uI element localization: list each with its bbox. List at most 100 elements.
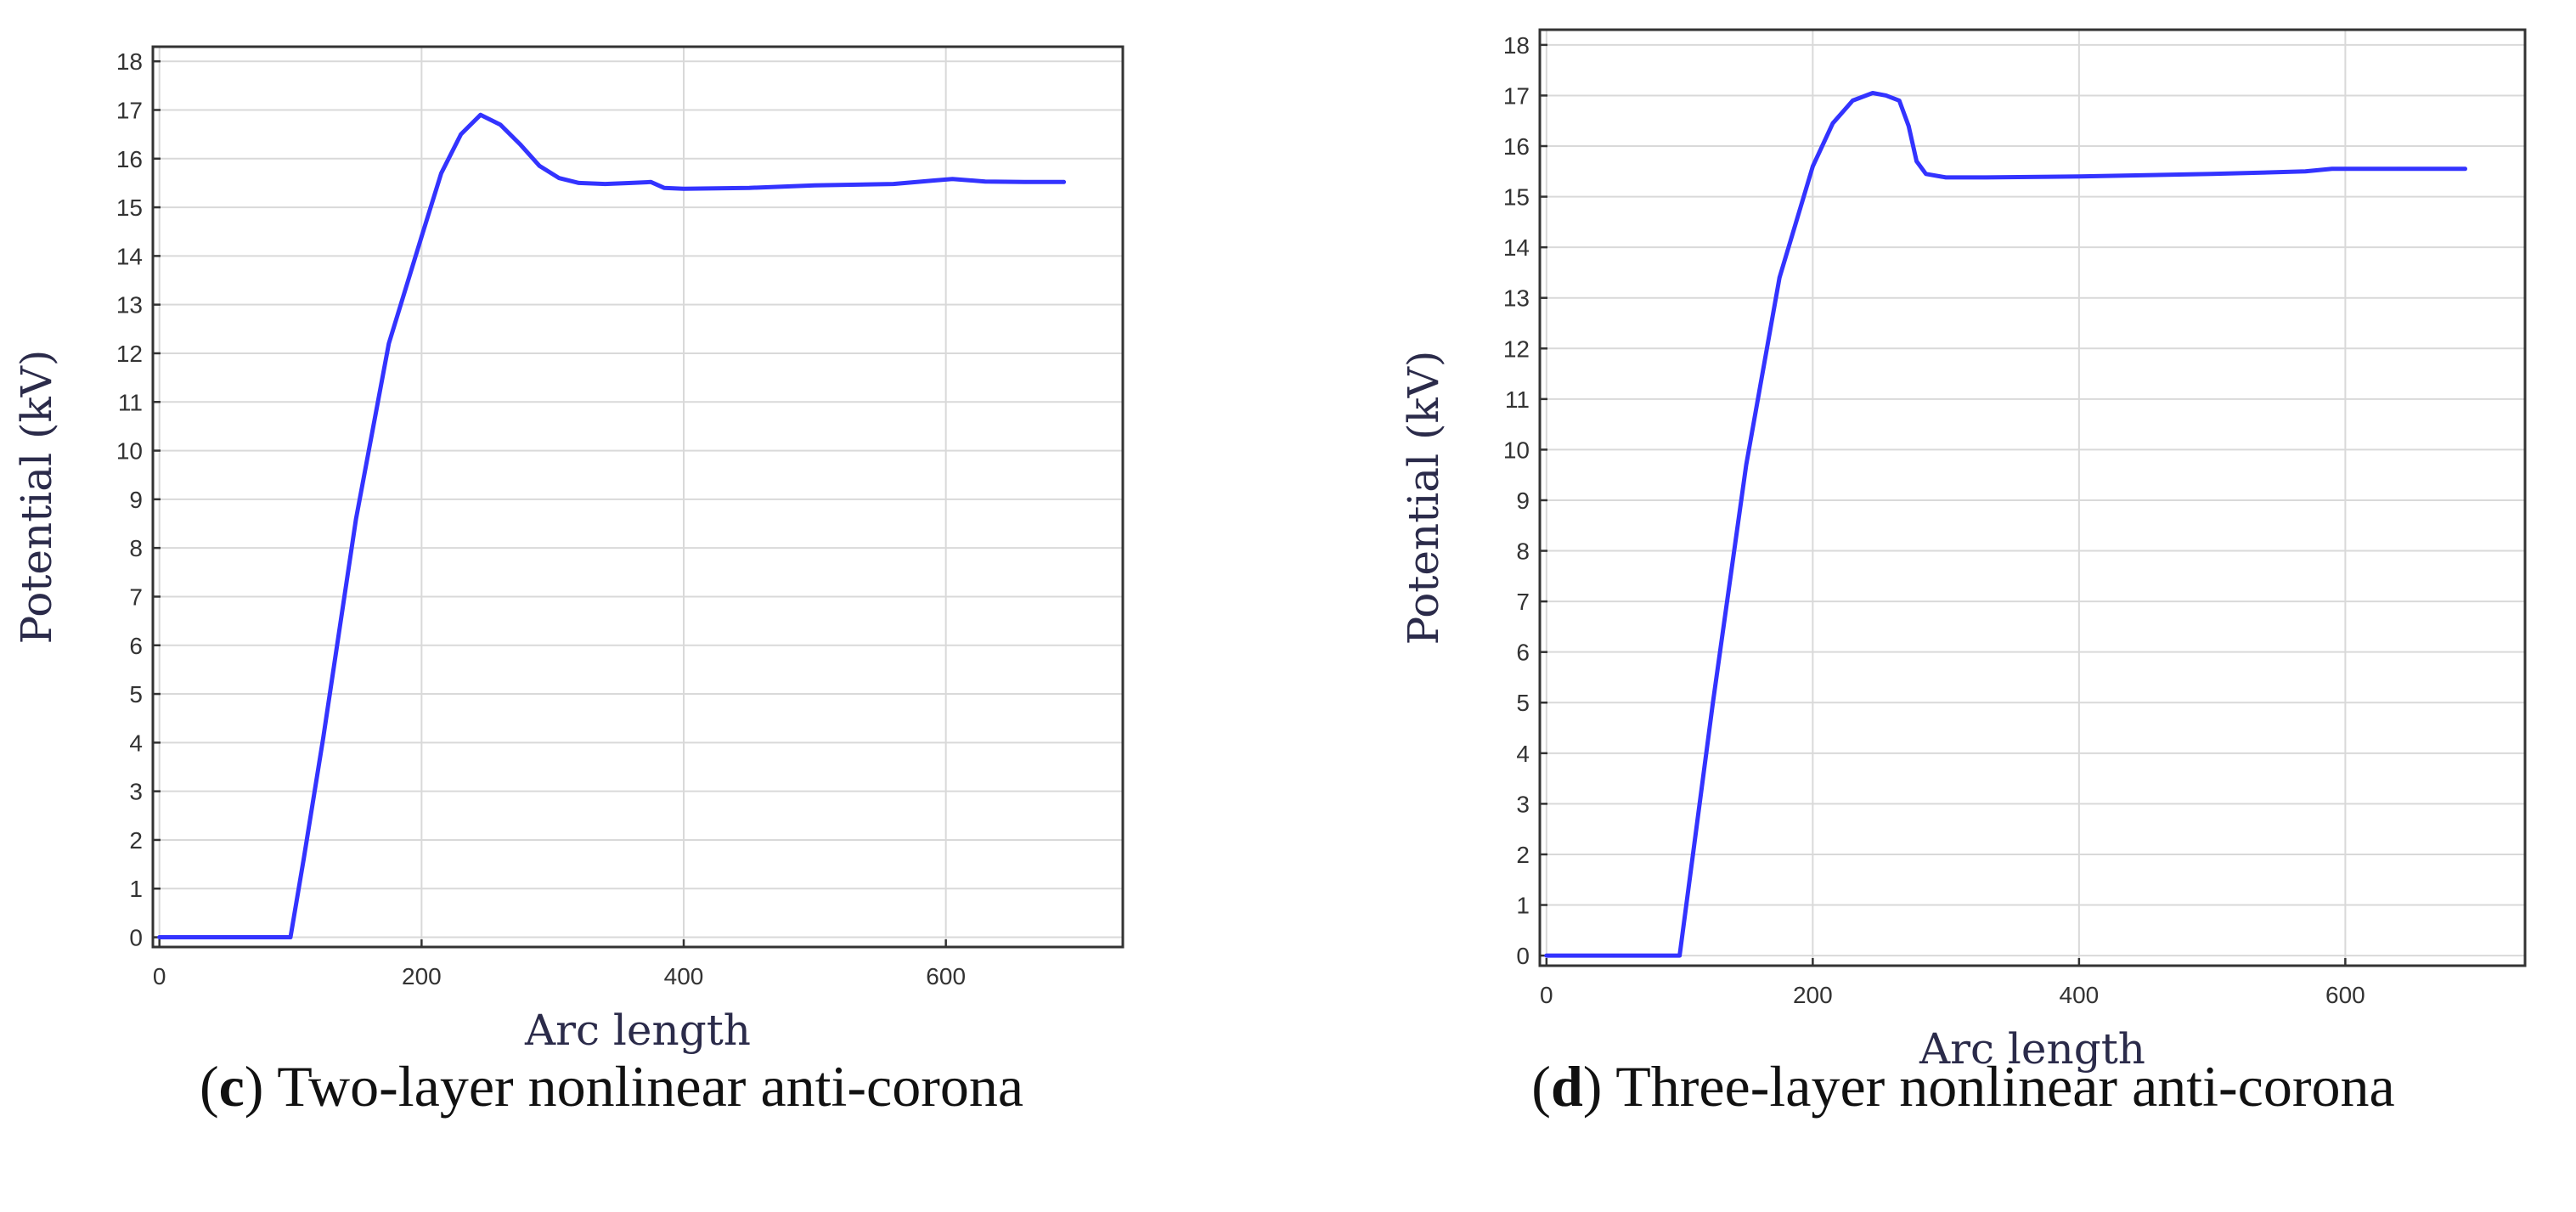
c-y-tick-label: 8 — [129, 535, 143, 561]
c-data-point — [1062, 180, 1066, 184]
c-data-point — [518, 142, 522, 146]
d-data-point — [1907, 124, 1911, 128]
c-plot-frame — [151, 45, 1125, 949]
c-series-line — [157, 112, 1067, 939]
c-data-point — [302, 857, 306, 861]
d-y-tick-label: 17 — [1503, 82, 1530, 109]
caption-c-letter: c — [218, 1054, 245, 1119]
c-data-point — [950, 177, 955, 181]
c-data-point — [577, 181, 581, 185]
d-x-tick-label: 600 — [2325, 982, 2365, 1008]
c-data-point — [321, 736, 325, 740]
caption-c: (c) Two-layer nonlinear anti-corona — [199, 1054, 1024, 1119]
c-data-point — [662, 186, 666, 190]
c-data-point — [682, 187, 686, 191]
d-y-axis-label: Potential (kV) — [1399, 351, 1448, 645]
d-data-point — [1677, 954, 1682, 958]
c-data-point — [931, 178, 935, 183]
d-data-point — [1611, 954, 1615, 958]
c-y-tick-label: 2 — [129, 827, 143, 854]
c-y-tick-label: 12 — [116, 341, 143, 367]
chart-panel-d: 0 200 400 600 0 1 2 3 4 5 6 7 8 9 10 11 12 13 14 15 16 17 18 Ar… — [1350, 0, 2576, 1212]
d-data-point — [2330, 166, 2334, 171]
d-data-point — [1914, 159, 1919, 163]
d-data-point — [1897, 99, 1902, 103]
c-y-axis-label: Potential (kV) — [12, 350, 61, 645]
d-data-point — [1830, 121, 1835, 126]
c-data-point — [478, 113, 482, 117]
c-x-tick-label: 200 — [402, 963, 442, 989]
chart-panel-c: 0 200 400 600 0 1 2 3 4 5 6 7 8 9 10 11 12 13 14 15 16 17 18 Ar… — [0, 0, 1223, 1212]
c-y-tick-label: 18 — [116, 48, 143, 75]
chart-d: 0 200 400 6000123456789101112131415161718Ar… — [1399, 28, 2527, 1074]
c-y-tick-label: 3 — [129, 779, 143, 805]
c-data-point — [439, 171, 443, 175]
d-y-tick-label: 13 — [1503, 285, 1530, 312]
d-y-tick-label: 7 — [1516, 589, 1530, 615]
d-data-point — [1870, 91, 1874, 95]
c-y-tick-label: 17 — [116, 97, 143, 123]
d-y-tick-label: 0 — [1516, 943, 1530, 969]
d-y-tick-label: 12 — [1503, 335, 1530, 362]
caption-c-text: Two-layer nonlinear anti-corona — [277, 1054, 1024, 1119]
chart-c: 0 200 400 6000123456789101112131415161718Ar… — [12, 45, 1125, 1055]
d-y-tick-label: 5 — [1516, 690, 1530, 716]
c-y-tick-label: 11 — [118, 389, 143, 415]
c-x-tick-label: 600 — [926, 963, 966, 989]
d-y-tick-label: 3 — [1516, 791, 1530, 817]
c-y-tick-label: 6 — [129, 633, 143, 659]
c-data-point — [813, 183, 817, 188]
d-data-point — [1851, 99, 1855, 103]
c-data-point — [459, 132, 463, 137]
d-data-point — [2397, 166, 2401, 171]
c-y-tick-label: 7 — [129, 583, 143, 610]
c-y-tick-label: 9 — [129, 487, 143, 513]
caption-d-letter: d — [1550, 1054, 1583, 1119]
d-data-point — [1924, 172, 1928, 176]
d-x-tick-label: 0 — [1540, 982, 1553, 1008]
c-data-point — [747, 186, 752, 190]
d-y-tick-label: 14 — [1503, 234, 1530, 261]
c-data-point — [538, 164, 542, 168]
caption-d-text: Three-layer nonlinear anti-corona — [1615, 1054, 2395, 1119]
d-y-tick-label: 1 — [1516, 893, 1530, 919]
d-series-line — [1544, 91, 2467, 958]
c-y-tick-label: 0 — [129, 925, 143, 951]
d-y-tick-label: 2 — [1516, 842, 1530, 868]
c-data-point — [157, 935, 161, 939]
d-y-tick-label: 10 — [1503, 437, 1530, 463]
d-data-point — [1711, 701, 1715, 705]
c-data-point — [354, 516, 358, 521]
d-y-tick-label: 16 — [1503, 133, 1530, 160]
c-data-point — [603, 182, 607, 186]
c-y-tick-label: 10 — [116, 438, 143, 465]
c-y-tick-label: 15 — [116, 194, 143, 221]
d-data-point — [1944, 175, 1948, 179]
d-data-point — [2463, 166, 2467, 171]
c-y-tick-label: 13 — [116, 292, 143, 319]
c-data-point — [983, 179, 987, 183]
d-data-point — [1778, 275, 1782, 279]
d-x-tick-label: 400 — [2060, 982, 2100, 1008]
d-data-point — [1884, 93, 1888, 98]
d-y-tick-label: 9 — [1516, 488, 1530, 514]
d-data-point — [1691, 852, 1695, 856]
d-x-axis-label: Arc length — [1919, 1024, 2145, 1074]
d-data-point — [1544, 954, 1548, 958]
c-y-tick-label: 14 — [116, 243, 143, 269]
d-y-tick-label: 18 — [1503, 32, 1530, 59]
d-plot-frame — [1538, 28, 2527, 967]
c-data-point — [649, 180, 653, 184]
c-x-tick-label: 0 — [153, 963, 166, 989]
c-x-tick-label: 400 — [664, 963, 704, 989]
c-y-tick-label: 4 — [129, 730, 143, 756]
d-x-tick-label: 200 — [1793, 982, 1833, 1008]
d-y-tick-label: 11 — [1505, 386, 1530, 413]
d-data-point — [1984, 175, 1988, 179]
c-data-point — [891, 182, 895, 186]
c-data-point — [289, 935, 293, 939]
c-data-point — [223, 935, 227, 939]
c-data-point — [629, 181, 634, 185]
d-data-point — [2210, 172, 2214, 176]
caption-d: (d) Three-layer nonlinear anti-corona — [1531, 1054, 2395, 1119]
